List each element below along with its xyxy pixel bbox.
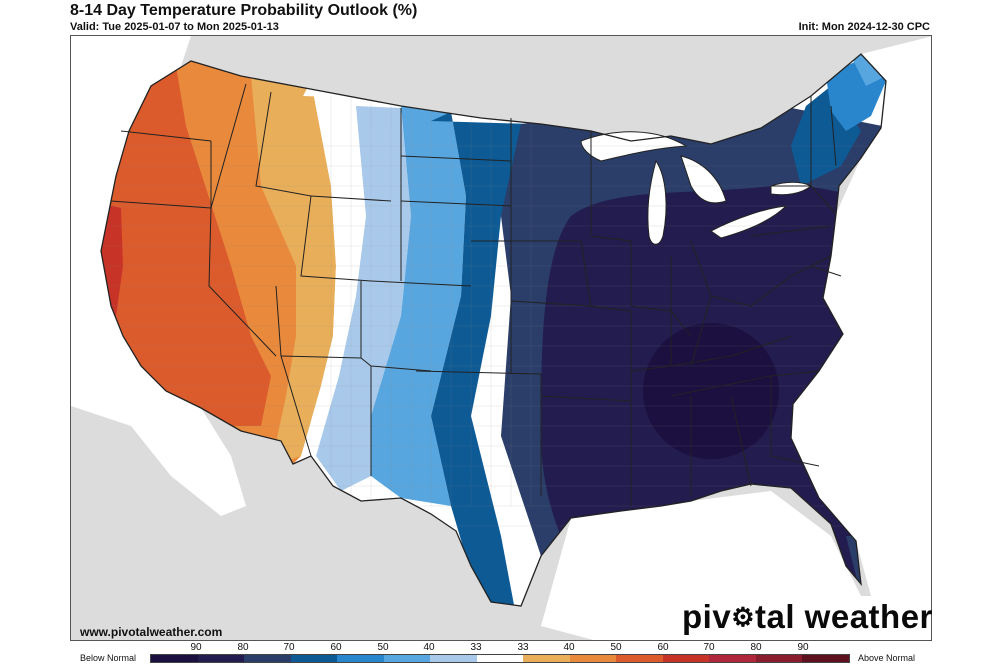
legend-swatch <box>151 655 198 662</box>
legend-swatch <box>802 655 849 662</box>
gear-icon: ⚙ <box>731 602 755 632</box>
legend-swatch <box>755 655 803 662</box>
legend-swatch <box>383 655 431 662</box>
site-url[interactable]: www.pivotalweather.com <box>80 625 223 639</box>
county-borders <box>101 96 886 527</box>
legend-tick: 33 <box>517 642 529 653</box>
gulf-area <box>541 491 931 640</box>
band-below-40 <box>316 106 411 491</box>
legend-swatch <box>569 655 617 662</box>
legend-color-bar <box>150 654 850 663</box>
init-info: Init: Mon 2024-12-30 CPC <box>798 21 930 33</box>
legend-swatch <box>290 655 338 662</box>
atlantic-area <box>791 36 931 596</box>
legend-tick: 80 <box>750 642 762 653</box>
legend-tick: 60 <box>330 642 342 653</box>
legend-tick: 50 <box>377 642 389 653</box>
legend-ticks: 90 80 70 60 50 40 33 33 40 50 60 70 80 9… <box>150 642 850 653</box>
band-below-90 <box>643 323 779 459</box>
legend-tick: 40 <box>423 642 435 653</box>
lake-superior <box>580 131 688 162</box>
legend-tick: 70 <box>703 642 715 653</box>
legend-tick: 60 <box>657 642 669 653</box>
outlook-map <box>71 36 931 640</box>
valid-period: Valid: Tue 2025-01-07 to Mon 2025-01-13 <box>70 21 279 33</box>
band-above-40 <box>251 76 336 466</box>
pivotal-weather-logo: piv⚙tal weather <box>682 598 933 636</box>
legend-swatch <box>197 655 245 662</box>
logo-text-left: piv <box>682 598 732 635</box>
legend-tick: 80 <box>237 642 249 653</box>
legend-tick: 70 <box>283 642 295 653</box>
band-near-33 <box>291 81 366 466</box>
legend-swatch <box>616 655 663 662</box>
legend-swatch <box>662 655 710 662</box>
color-legend: Below Normal Above Normal 90 80 70 60 50… <box>0 642 1000 666</box>
legend-below-label: Below Normal <box>80 653 137 663</box>
legend-swatch <box>523 655 570 662</box>
map-panel <box>70 35 932 641</box>
legend-swatch <box>244 655 291 662</box>
lake-michigan <box>647 159 667 245</box>
state-borders <box>100 53 887 607</box>
legend-tick: 90 <box>190 642 202 653</box>
legend-tick: 50 <box>610 642 622 653</box>
legend-swatch <box>337 655 384 662</box>
logo-text-right: tal weather <box>755 598 933 635</box>
ocean-area <box>71 36 246 516</box>
legend-swatch <box>430 655 477 662</box>
legend-tick: 40 <box>563 642 575 653</box>
band-below-60 <box>431 112 531 606</box>
legend-above-label: Above Normal <box>858 653 916 663</box>
legend-tick: 90 <box>797 642 809 653</box>
legend-swatch <box>476 655 524 662</box>
lake-huron <box>680 155 727 204</box>
legend-swatch <box>709 655 756 662</box>
page-title: 8-14 Day Temperature Probability Outlook… <box>70 2 418 19</box>
legend-tick: 33 <box>470 642 482 653</box>
band-above-70 <box>101 201 123 326</box>
